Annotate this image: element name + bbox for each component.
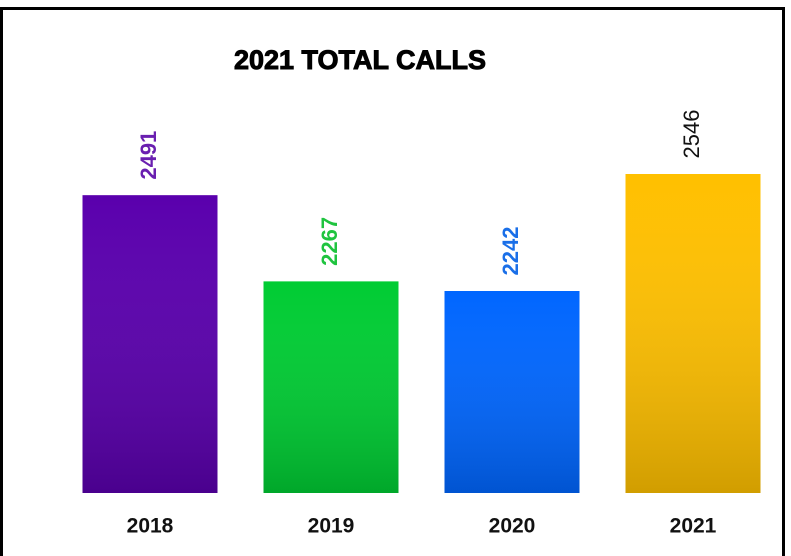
bar-shade <box>444 291 580 493</box>
bar-shade <box>82 195 218 493</box>
x-tick-label: 2021 <box>670 515 717 538</box>
value-label: 2491 <box>136 131 161 180</box>
x-tick-label: 2019 <box>308 515 355 538</box>
chart-title: 2021 TOTAL CALLS <box>234 45 486 75</box>
x-tick-label: 2018 <box>127 515 174 538</box>
value-label: 2242 <box>498 227 523 276</box>
value-label: 2546 <box>679 110 704 159</box>
bar-shade <box>263 281 399 493</box>
bar-shade <box>625 174 761 493</box>
x-tick-label: 2020 <box>489 515 536 538</box>
value-label: 2267 <box>317 217 342 266</box>
